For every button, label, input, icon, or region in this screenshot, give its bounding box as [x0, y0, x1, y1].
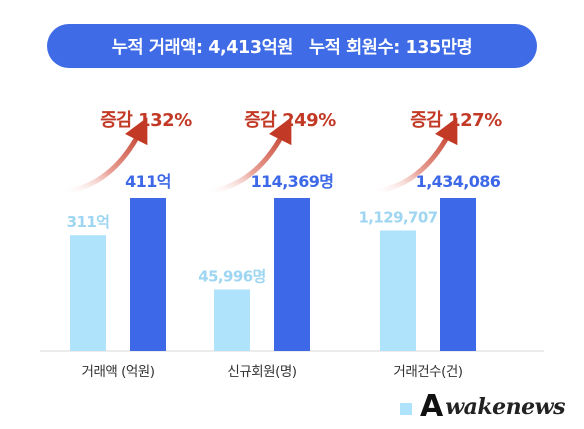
growth-annotation-2: 증감 249% — [244, 110, 336, 131]
banner-total-transactions: 누적 거래액: 4,413억원 — [111, 37, 294, 58]
data-label-before-1: 311억 — [67, 213, 110, 231]
growth-arrow-1 — [57, 117, 148, 195]
watermark-logo-mark: A — [420, 389, 444, 424]
data-label-after-1: 411억 — [125, 172, 171, 191]
data-label-before-2: 45,996명 — [198, 267, 265, 285]
bar-after-3 — [440, 198, 476, 351]
data-label-after-2: 114,369명 — [251, 172, 334, 191]
bar-before-1 — [70, 235, 106, 351]
growth-annotation-1: 증감 132% — [100, 110, 192, 131]
category-label-2: 신규회원(명) — [227, 364, 296, 380]
growth-annotation-3: 증감 127% — [410, 110, 502, 131]
category-label-3: 거래건수(건) — [393, 364, 462, 380]
growth-arrow-2 — [201, 117, 292, 195]
growth-arrow-3 — [367, 117, 458, 195]
bar-before-3 — [380, 230, 416, 351]
bar-before-2 — [214, 289, 250, 351]
bar-after-2 — [274, 198, 310, 351]
bar-after-1 — [130, 198, 166, 351]
banner-total-members: 누적 회원수: 135만명 — [309, 37, 473, 58]
summary-banner: 누적 거래액: 4,413억원 누적 회원수: 135만명 — [47, 24, 537, 68]
data-label-before-3: 1,129,707 — [358, 208, 437, 226]
category-label-1: 거래액 (억원) — [82, 364, 155, 380]
legend-square-icon — [400, 403, 412, 415]
watermark-text: wakenews — [445, 394, 565, 420]
watermark: A wakenews — [400, 390, 576, 424]
data-label-after-3: 1,434,086 — [416, 172, 501, 191]
